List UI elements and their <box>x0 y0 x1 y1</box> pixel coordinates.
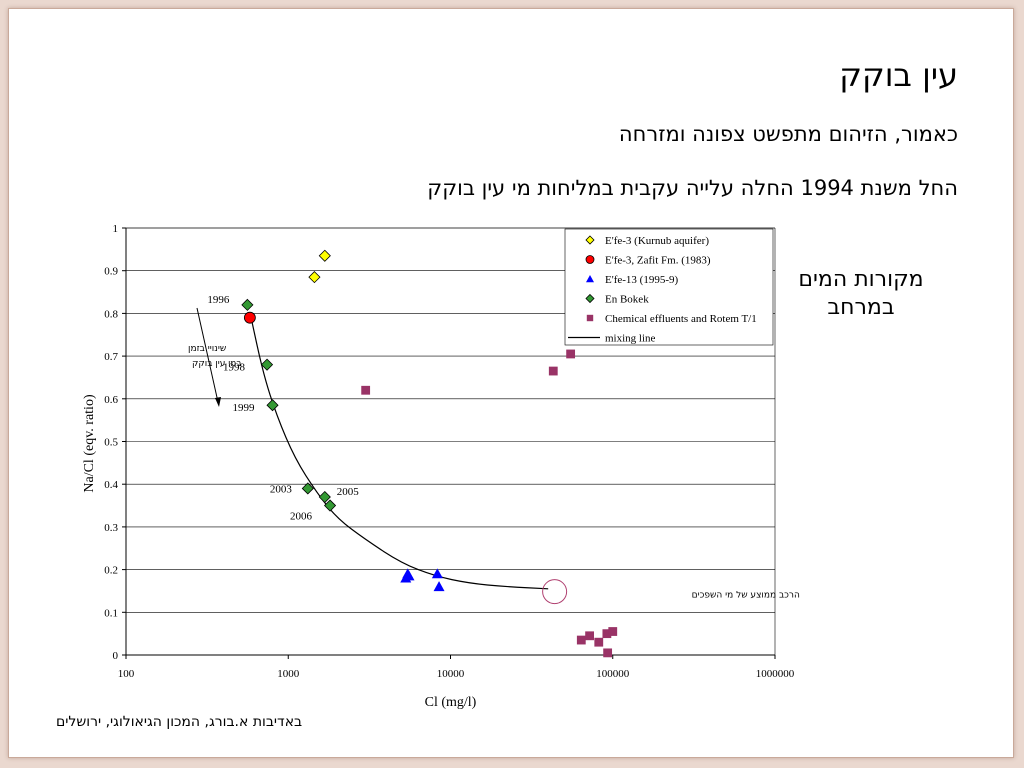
data-point-series-3 <box>323 499 337 512</box>
legend-swatch <box>585 255 595 264</box>
slide <box>8 8 1014 758</box>
time-arrow <box>196 307 219 403</box>
legend-entry: En Bokek <box>605 294 649 306</box>
year-label: 2006 <box>290 511 313 523</box>
effluent-endmember-circle <box>542 579 568 605</box>
effluent-endmember-note: הרכב ממוצע של מי השפכים <box>692 591 800 601</box>
time-note-line-1: שינויי בזמן <box>188 344 226 354</box>
mixing-line <box>250 317 549 590</box>
data-point-series-0 <box>308 271 321 284</box>
year-label: 1998 <box>223 362 246 374</box>
x-axis-label: Cl (mg/l) <box>425 695 477 710</box>
data-point-series-1 <box>243 311 256 324</box>
data-point-series-3 <box>241 298 254 311</box>
data-point-series-4 <box>548 366 558 376</box>
y-tick-label: 0.2 <box>104 565 118 577</box>
side-label-line-1: מקורות המים <box>798 267 924 292</box>
legend-swatch <box>585 293 595 304</box>
y-tick-label: 0.7 <box>104 351 118 363</box>
data-point-series-3 <box>318 490 331 504</box>
y-tick-label: 0.1 <box>104 607 118 619</box>
data-point-series-4 <box>602 629 612 639</box>
y-tick-label: 0 <box>113 650 119 662</box>
year-label: 1999 <box>233 402 256 414</box>
legend-entry: E'fe-13 (1995-9) <box>605 274 678 286</box>
y-axis-label: Na/Cl (eqv. ratio) <box>82 394 97 493</box>
data-point-series-4 <box>603 648 613 658</box>
year-label: 2003 <box>270 483 293 495</box>
legend-entry: E'fe-3 (Kurnub aquifer) <box>605 235 709 247</box>
data-point-series-3 <box>301 482 314 495</box>
data-point-series-2 <box>433 581 445 592</box>
y-tick-label: 0.8 <box>104 308 118 320</box>
data-point-series-4 <box>608 627 618 636</box>
y-tick-label: 0.9 <box>104 266 118 278</box>
y-tick-label: 0.6 <box>104 394 118 406</box>
data-point-series-4 <box>585 631 595 641</box>
x-tick-label: 1000000 <box>756 668 795 680</box>
time-arrow-head <box>215 397 221 407</box>
data-point-series-4 <box>361 385 371 395</box>
slide-subtitle-1: כאמור, הזיהום מתפשט צפונה ומזרחה <box>618 122 958 146</box>
y-tick-label: 0.5 <box>104 437 118 449</box>
data-point-series-3 <box>266 399 279 412</box>
data-point-series-4 <box>576 635 586 645</box>
slide-title: עין בוקק <box>839 56 958 94</box>
y-tick-label: 1 <box>113 223 119 235</box>
data-point-series-2 <box>431 568 443 579</box>
data-point-series-2 <box>403 570 415 581</box>
x-tick-label: 10000 <box>437 668 465 680</box>
legend-box <box>564 228 774 346</box>
slide-subtitle-2: החל משנת 1994 החלה עלייה עקבית במליחות מ… <box>427 176 958 200</box>
y-tick-label: 0.3 <box>104 522 118 534</box>
y-tick-label: 0.4 <box>104 479 118 491</box>
side-label-line-2: במרחב <box>827 295 895 320</box>
data-point-series-3 <box>260 358 274 371</box>
year-label: 1996 <box>207 294 230 306</box>
data-point-series-0 <box>318 249 331 262</box>
legend-swatch <box>586 275 594 283</box>
legend-swatch <box>585 235 595 245</box>
x-tick-label: 100000 <box>596 668 630 680</box>
legend-entry: E'fe-3, Zafit Fm. (1983) <box>605 255 711 267</box>
credit-note: באדיבות א.בורג, המכון הגיאולוגי, ירושלים <box>56 714 303 730</box>
x-tick-label: 100 <box>118 668 135 680</box>
year-label: 2005 <box>337 486 360 498</box>
side-label: מקורות המים במרחב <box>776 266 946 322</box>
time-note-line-2: במי עין בוקק <box>192 359 242 369</box>
legend-swatch <box>586 314 594 322</box>
x-tick-label: 1000 <box>277 668 300 680</box>
data-point-series-4 <box>566 349 576 359</box>
legend-entry: Chemical effluents and Rotem T/1 <box>605 313 757 325</box>
data-point-series-4 <box>594 637 604 647</box>
legend-entry: mixing line <box>605 333 656 345</box>
